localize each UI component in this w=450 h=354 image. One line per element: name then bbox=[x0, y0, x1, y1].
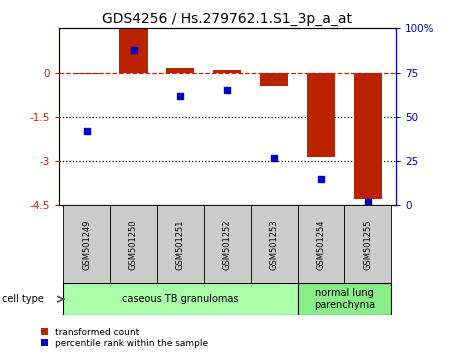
Bar bbox=[307, 73, 335, 156]
Text: GSM501255: GSM501255 bbox=[364, 219, 373, 269]
Bar bbox=[297, 205, 344, 283]
Text: cell type: cell type bbox=[2, 294, 44, 304]
Point bbox=[270, 155, 278, 160]
Bar bbox=[63, 205, 110, 283]
Bar bbox=[354, 73, 382, 199]
Text: GSM501253: GSM501253 bbox=[270, 219, 279, 270]
Point bbox=[83, 128, 90, 134]
Bar bbox=[213, 70, 241, 73]
Point bbox=[177, 93, 184, 98]
Bar bbox=[204, 205, 251, 283]
Bar bbox=[110, 205, 157, 283]
Text: GSM501249: GSM501249 bbox=[82, 219, 91, 269]
Legend: transformed count, percentile rank within the sample: transformed count, percentile rank withi… bbox=[40, 328, 208, 348]
Bar bbox=[72, 73, 101, 74]
Text: GSM501250: GSM501250 bbox=[129, 219, 138, 269]
Text: GSM501251: GSM501251 bbox=[176, 219, 185, 269]
Bar bbox=[157, 205, 204, 283]
Text: GSM501252: GSM501252 bbox=[223, 219, 232, 269]
Text: caseous TB granulomas: caseous TB granulomas bbox=[122, 294, 238, 304]
Title: GDS4256 / Hs.279762.1.S1_3p_a_at: GDS4256 / Hs.279762.1.S1_3p_a_at bbox=[102, 12, 352, 26]
Bar bbox=[63, 283, 297, 315]
Bar bbox=[344, 205, 392, 283]
Bar bbox=[260, 73, 288, 86]
Bar bbox=[297, 283, 392, 315]
Point bbox=[317, 176, 324, 182]
Bar bbox=[119, 28, 148, 73]
Point bbox=[130, 47, 137, 52]
Point bbox=[364, 199, 372, 205]
Bar bbox=[251, 205, 297, 283]
Point bbox=[224, 87, 231, 93]
Bar bbox=[166, 68, 194, 73]
Text: GSM501254: GSM501254 bbox=[316, 219, 325, 269]
Text: normal lung
parenchyma: normal lung parenchyma bbox=[314, 288, 375, 310]
